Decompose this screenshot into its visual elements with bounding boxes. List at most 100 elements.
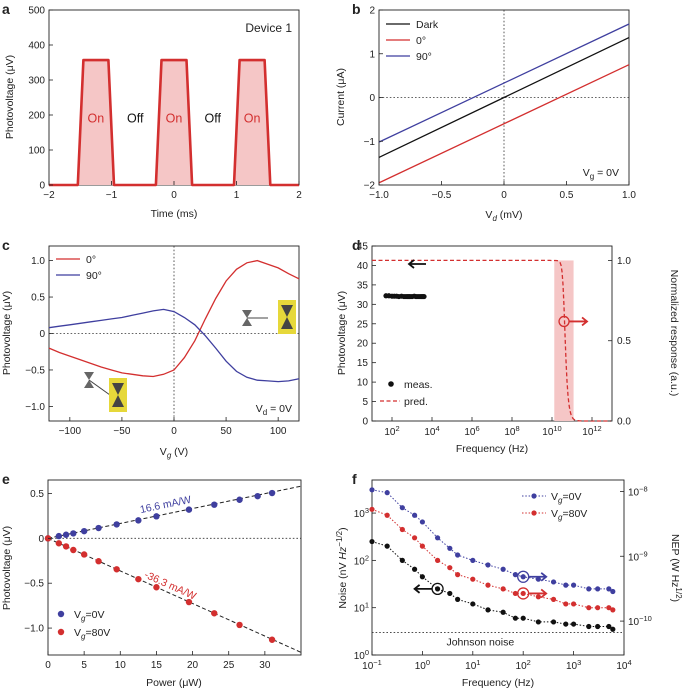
panel-f-xtick-label: 102 — [516, 658, 531, 672]
panel-b-ytick-label: −2 — [364, 181, 376, 192]
panel-f-data-point — [610, 607, 616, 613]
panel-e-ytick-label: 0 — [38, 534, 44, 545]
panel-e-xtick-label: 0 — [45, 660, 51, 671]
panel-d-xtick-label-base: 10 — [424, 427, 436, 438]
panel-e-ytick-label: 0.5 — [30, 489, 44, 500]
panel-f-ytick-label: 101 — [354, 601, 369, 615]
panel-c-series-line — [48, 308, 300, 383]
panel-c-xtick-label: 50 — [221, 426, 233, 437]
panel-d-xtick-label-exp: 12 — [593, 424, 601, 433]
panel-d-letter: d — [352, 237, 361, 253]
panel-d: d meas.pred.102 104 106 108 1010 101205101520… — [336, 237, 680, 455]
panel-f-data-point — [447, 545, 453, 551]
panel-e-data-point — [153, 584, 160, 591]
panel-c-device-b-device — [112, 383, 124, 407]
panel-f-xtick-label-exp: 4 — [627, 658, 631, 667]
panel-a-ytick-label: 300 — [28, 76, 45, 87]
panel-c-xtick-label: 100 — [270, 426, 287, 437]
panel-e-legend-marker — [57, 610, 65, 618]
panel-f-data-point — [500, 586, 506, 592]
panel-f-data-point — [571, 621, 577, 627]
panel-b-annotation-sub: g — [590, 172, 594, 181]
panel-f-data-point — [369, 538, 375, 545]
panel-f-ytick-right-label-base: 10 — [628, 552, 640, 563]
panel-f-xtick-label: 101 — [465, 658, 480, 672]
panel-d-xtick-label-base: 10 — [542, 427, 554, 438]
panel-f-xtick-label: 103 — [566, 658, 581, 672]
panel-e-data-point — [236, 621, 243, 629]
panel-f-xlabel: Frequency (Hz) — [462, 677, 534, 689]
panel-b-letter: b — [352, 1, 361, 17]
panel-f-legend-label-name_sub: g — [558, 513, 563, 522]
panel-f-data-point — [563, 601, 569, 607]
panel-d-ytick-label: 20 — [357, 339, 369, 350]
panel-f-xtick-label-base: 10 — [516, 661, 528, 672]
panel-c-device-a-device — [281, 305, 293, 329]
panel-e-data-point — [95, 524, 102, 532]
panel-f-data-point — [595, 623, 601, 630]
panel-d-measured-point — [421, 293, 427, 300]
panel-f-data-point — [369, 487, 375, 493]
panel-a-xtick-label: −1 — [106, 190, 118, 201]
panel-a-xtick-label: 2 — [296, 190, 302, 201]
panel-f-xtick-label-base: 10 — [362, 661, 374, 672]
panel-c-xtick-label: −50 — [113, 426, 130, 437]
panel-e-xtick-label: 5 — [81, 660, 87, 671]
panel-d-ytick-label: 25 — [357, 319, 369, 330]
panel-c-letter: c — [2, 237, 10, 253]
panel-f-data-point — [384, 543, 390, 549]
panel-e-legend-marker — [57, 628, 65, 636]
panel-d-xlabel: Frequency (Hz) — [456, 443, 528, 455]
panel-f-data-point — [447, 590, 453, 597]
panel-f-ytick-label-exp: 2 — [365, 553, 369, 562]
panel-d-legend-meas-label: meas. — [404, 379, 433, 391]
panel-e-legend-label-name_sub: g — [81, 614, 86, 623]
panel-e-xtick-label: 15 — [151, 660, 163, 671]
panel-f-series-line — [371, 541, 614, 630]
panel-f-data-point — [535, 594, 541, 600]
panel-f-ytick-label-exp: 3 — [365, 506, 369, 515]
panel-f-legend-label: Vg=80V — [551, 508, 587, 522]
panel-d-xtick-label-base: 10 — [582, 427, 594, 438]
panel-d-predicted-line — [372, 259, 611, 422]
panel-e-data-point — [95, 558, 102, 565]
panel-c-xlabel-main: V — [160, 446, 167, 458]
panel-f-data-point — [455, 596, 461, 602]
panel-f-left-axis-indicator-circle — [431, 582, 444, 596]
panel-e-xtick-label: 25 — [223, 660, 235, 671]
panel-c-ytick-label: 0.5 — [31, 293, 45, 304]
panel-f-ytick-right-label: 10−9 — [628, 549, 648, 563]
panel-d-uncertainty-band — [554, 260, 574, 421]
panel-f-xtick-label-exp: 1 — [476, 658, 480, 667]
panel-e-xtick-label: 30 — [259, 660, 271, 671]
panel-b-legend-label: Dark — [416, 19, 439, 31]
panel-e-legend-label-name_main: V — [74, 627, 81, 639]
panel-a-letter: a — [2, 1, 10, 17]
panel-b-ytick-label: 1 — [369, 49, 375, 60]
panel-e-ytick-label: −1.0 — [24, 624, 44, 635]
panel-b-xtick-label: −1.0 — [369, 190, 389, 201]
panel-f-xtick-label-base: 10 — [415, 661, 427, 672]
panel-e-legend-label: Vg=0V — [74, 609, 104, 623]
panel-f-ylabel-right-close: ) — [669, 599, 681, 603]
panel-b-ytick-label: 0 — [369, 93, 375, 104]
panel-f-data-point — [485, 562, 491, 568]
panel-f-data-point — [470, 576, 476, 582]
panel-f-ytick-label-exp: 1 — [365, 601, 369, 610]
panel-a-signal-line — [49, 58, 299, 187]
panel-e-legend-label-name_tail: =80V — [85, 627, 110, 639]
panel-a-state-label: On — [244, 112, 261, 126]
panel-f-data-point — [563, 621, 569, 627]
panel-d-ytick-label: 5 — [362, 397, 368, 408]
panel-e-data-point — [113, 521, 120, 528]
panel-b: b Dark 0° 90° −1.0 −0.5 0 0.5 1.0 −2 −1 0 1 2 Vg = 0… — [335, 1, 636, 223]
panel-c-xlabel-tail: (V) — [171, 446, 188, 458]
panel-d-legend-meas-marker — [388, 381, 394, 387]
panel-d-xtick-label-exp: 10 — [553, 424, 561, 433]
panel-b-xtick-label: 0 — [501, 190, 507, 201]
panel-b-annotation: Vg = 0V — [583, 167, 619, 181]
panel-a-annotation: Device 1 — [245, 21, 292, 35]
panel-d-xtick-label-base: 10 — [504, 427, 516, 438]
